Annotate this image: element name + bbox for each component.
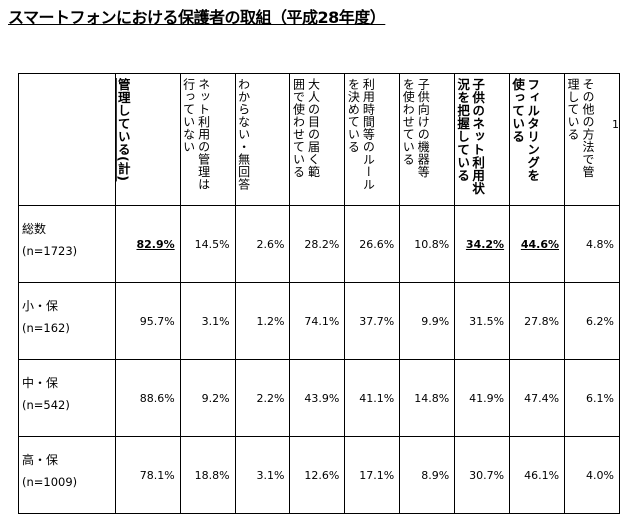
column-header: 大人の目の届く範 囲で使わせている <box>289 73 346 206</box>
column-header-label: ネット利用の管理は 行っていない <box>181 78 211 191</box>
row-label-count: (n=1009) <box>22 475 78 489</box>
row-label-count: (n=1723) <box>22 244 78 258</box>
table-cell: 82.9% <box>114 205 181 283</box>
table-cell: 14.8% <box>399 359 456 437</box>
column-header-label: 子供のネット利用状 況を把握している <box>455 78 486 195</box>
table-cell: 37.7% <box>344 282 401 360</box>
table-row: 中・保 (n=542) 88.6% 9.2% 2.2% 43.9% 41.1% 14.8% 41… <box>18 359 620 437</box>
corner-cell <box>18 73 116 206</box>
table-cell: 41.9% <box>454 359 511 437</box>
column-header: 子供のネット利用状 況を把握している <box>454 73 511 206</box>
column-header: わからない・無回答 <box>234 73 291 206</box>
table-cell: 3.1% <box>234 436 291 514</box>
table-cell: 12.6% <box>289 436 346 514</box>
table-cell: 4.8% <box>564 205 620 283</box>
column-header: フィルタリングを 使っている <box>509 73 566 206</box>
row-label-count: (n=542) <box>22 398 70 412</box>
column-header-label: 利用時間等のルール を決めている <box>346 78 376 191</box>
row-label: 総数 (n=1723) <box>18 205 116 283</box>
header-row: 管理している(計) ネット利用の管理は 行っていない わからない・無回答 大人の… <box>18 73 620 206</box>
table-row: 総数 (n=1723) 82.9% 14.5% 2.6% 28.2% 26.6% 10.8% 3… <box>18 205 620 283</box>
table-cell: 30.7% <box>454 436 511 514</box>
table-cell: 18.8% <box>179 436 236 514</box>
table-cell: 10.8% <box>399 205 456 283</box>
table-cell: 46.1% <box>509 436 566 514</box>
row-label-count: (n=162) <box>22 321 70 335</box>
column-header-label: その他の方法で管 理している <box>566 78 596 178</box>
table-cell: 27.8% <box>509 282 566 360</box>
column-header: 子供向けの機器等 を使わせている <box>399 73 456 206</box>
table-cell: 1.2% <box>234 282 291 360</box>
table-cell: 3.1% <box>179 282 236 360</box>
table-cell: 2.6% <box>234 205 291 283</box>
table-cell: 26.6% <box>344 205 401 283</box>
row-label: 高・保 (n=1009) <box>18 436 116 514</box>
table-cell: 6.1% <box>564 359 620 437</box>
table-cell: 34.2% <box>454 205 511 283</box>
table-cell: 6.2% <box>564 282 620 360</box>
table-row: 高・保 (n=1009) 78.1% 18.8% 3.1% 12.6% 17.1% 8.9% 3… <box>18 436 620 514</box>
row-label: 小・保 (n=162) <box>18 282 116 360</box>
table-cell: 31.5% <box>454 282 511 360</box>
column-header: 利用時間等のルール を決めている <box>344 73 401 206</box>
table-cell: 41.1% <box>344 359 401 437</box>
table-cell: 9.9% <box>399 282 456 360</box>
table-cell: 2.2% <box>234 359 291 437</box>
column-header: その他の方法で管 理している <box>564 73 620 206</box>
row-label-group: 高・保 <box>22 453 59 467</box>
table-cell: 14.5% <box>179 205 236 283</box>
table-cell: 4.0% <box>564 436 620 514</box>
table-cell: 88.6% <box>114 359 181 437</box>
table-cell: 95.7% <box>114 282 181 360</box>
table-cell: 8.9% <box>399 436 456 514</box>
row-label-group: 小・保 <box>22 299 59 313</box>
row-label-group: 中・保 <box>22 376 59 390</box>
column-header-label: 大人の目の届く範 囲で使わせている <box>291 78 321 178</box>
column-header-label: 子供向けの機器等 を使わせている <box>401 78 431 178</box>
table-row: 小・保 (n=162) 95.7% 3.1% 1.2% 74.1% 37.7% 9.9% 31.… <box>18 282 620 360</box>
survey-table: 管理している(計) ネット利用の管理は 行っていない わからない・無回答 大人の… <box>18 73 620 514</box>
table-cell: 74.1% <box>289 282 346 360</box>
row-label: 中・保 (n=542) <box>18 359 116 437</box>
column-header: ネット利用の管理は 行っていない <box>179 73 236 206</box>
column-header-label: 管理している(計) <box>115 78 131 182</box>
table-cell: 28.2% <box>289 205 346 283</box>
page-title: スマートフォンにおける保護者の取組（平成28年度） <box>8 8 386 27</box>
column-header-label: わからない・無回答 <box>236 78 251 191</box>
table-cell: 78.1% <box>114 436 181 514</box>
column-header: 管理している(計) <box>114 73 181 206</box>
table-cell: 47.4% <box>509 359 566 437</box>
table-cell: 43.9% <box>289 359 346 437</box>
column-header-label: フィルタリングを 使っている <box>510 78 541 182</box>
row-label-group: 総数 <box>22 222 47 236</box>
table-cell: 44.6% <box>509 205 566 283</box>
table-cell: 9.2% <box>179 359 236 437</box>
table-cell: 17.1% <box>344 436 401 514</box>
